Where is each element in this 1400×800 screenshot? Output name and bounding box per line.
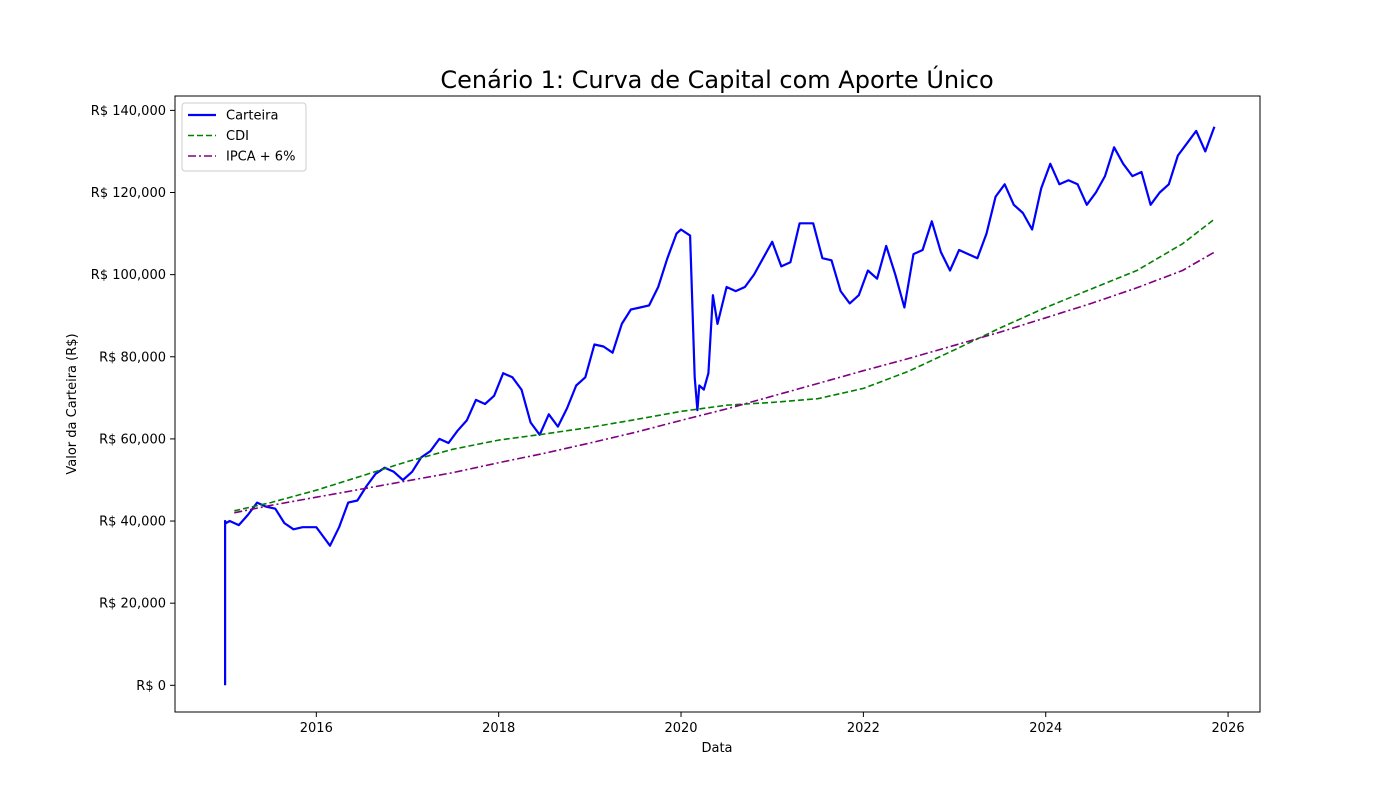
legend-box [181,102,307,172]
legend-label: IPCA + 6% [226,150,295,165]
y-axis-ticks: R$ 0 R$ 20,000 R$ 40,000 R$ 60,000 R$ 80,000… [91,104,175,694]
x-tick-label: 2016 [300,721,333,736]
y-tick-label: R$ 20,000 [99,597,166,612]
y-axis-label: Valor da Carteira (R$) [65,333,80,474]
series-layer [224,126,1216,686]
x-tick-label: 2024 [1029,721,1062,736]
legend: Carteira CDI IPCA + 6% [181,102,307,172]
legend-label: Carteira [226,109,278,124]
y-tick-label: R$ 80,000 [99,350,166,365]
plot-frame [174,95,1261,713]
x-axis-label: Data [701,741,732,756]
series-line-cdi [234,218,1215,512]
y-tick-label: R$ 140,000 [91,104,166,119]
x-tick-label: 2026 [1212,721,1245,736]
y-tick-label: R$ 100,000 [91,268,166,283]
legend-label: CDI [226,129,249,144]
series-line-ipca-6 [234,251,1215,514]
y-tick-label: R$ 0 [136,679,166,694]
x-tick-label: 2020 [664,721,697,736]
y-tick-label: R$ 120,000 [91,186,166,201]
x-tick-label: 2018 [482,721,515,736]
series-line-carteira [224,126,1216,686]
y-tick-label: R$ 40,000 [99,515,166,530]
x-axis-ticks: 2016 2018 2020 2022 2024 2026 [300,712,1245,736]
x-tick-label: 2022 [847,721,880,736]
chart-title: Cenário 1: Curva de Capital com Aporte Ú… [440,64,993,94]
y-tick-label: R$ 60,000 [99,432,166,447]
